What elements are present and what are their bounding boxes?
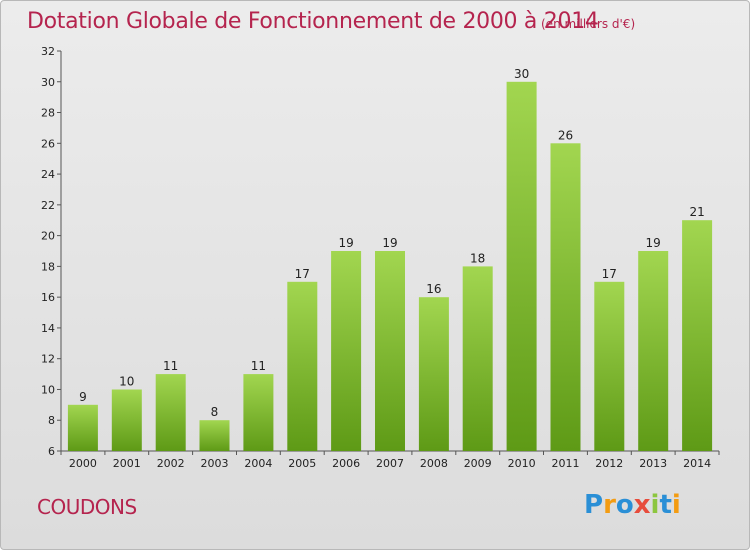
bar-2011 (550, 143, 581, 452)
logo-letter: i (671, 490, 681, 520)
bar-2014 (682, 220, 713, 451)
bar-2006 (331, 251, 362, 451)
logo-letter: o (615, 490, 634, 520)
bar-2002 (155, 374, 186, 451)
x-tick-label: 2011 (552, 457, 580, 470)
x-tick-label: 2014 (683, 457, 711, 470)
logo-letter: i (650, 490, 660, 520)
y-tick-label: 28 (41, 107, 55, 120)
data-label-2013: 19 (646, 236, 661, 250)
bar-2003 (199, 420, 230, 451)
logo-letter: t (659, 490, 672, 520)
x-tick-label: 2009 (464, 457, 492, 470)
x-tick-label: 2006 (332, 457, 360, 470)
data-label-2014: 21 (689, 205, 704, 219)
data-label-2009: 18 (470, 251, 485, 265)
y-tick-label: 8 (48, 414, 55, 427)
data-label-2005: 17 (295, 267, 310, 281)
axes: 6 8 10 12 14 16 18 20 22 24 26 28 30 32 (41, 45, 720, 458)
x-tick-label: 2010 (508, 457, 536, 470)
x-tick-label: 2001 (113, 457, 141, 470)
data-label-2006: 19 (338, 236, 353, 250)
y-tick-label: 32 (41, 45, 55, 58)
unit-note: (en milliers d'€) (541, 17, 636, 31)
x-tick-label: 2007 (376, 457, 404, 470)
data-label-2002: 11 (163, 359, 178, 373)
data-label-2010: 30 (514, 67, 529, 81)
bar-2001 (111, 389, 142, 451)
x-tick-label: 2008 (420, 457, 448, 470)
bar-2009 (462, 266, 493, 451)
data-label-2001: 10 (119, 375, 134, 389)
logo-letter: x (633, 490, 651, 520)
x-tick-label: 2004 (244, 457, 272, 470)
y-tick-label: 24 (41, 168, 55, 181)
y-tick-label: 6 (48, 445, 55, 458)
x-tick-label: 2000 (69, 457, 97, 470)
chart-title: Dotation Globale de Fonctionnement de 20… (27, 9, 599, 34)
bar-2012 (594, 281, 625, 451)
y-tick-label: 20 (41, 230, 55, 243)
bar-2007 (375, 251, 405, 451)
y-tick-label: 18 (41, 260, 55, 273)
bar-2010 (506, 81, 537, 452)
x-tick-label: 2003 (201, 457, 229, 470)
y-tick-label: 10 (41, 383, 55, 396)
bar-2005 (287, 281, 318, 451)
x-tick-label: 2002 (157, 457, 185, 470)
data-label-2008: 16 (426, 282, 441, 296)
y-tick-label: 26 (41, 137, 55, 150)
data-label-2012: 17 (602, 267, 617, 281)
bar-2000 (67, 404, 98, 451)
proxiti-logo: Proxiti (584, 490, 681, 520)
data-label-2007: 19 (382, 236, 397, 250)
bars (67, 81, 713, 452)
x-tick-label: 2013 (639, 457, 667, 470)
y-tick-label: 12 (41, 353, 55, 366)
logo-letter: P (584, 490, 604, 520)
y-tick-label: 16 (41, 291, 55, 304)
bar-2013 (638, 251, 669, 451)
commune-name: COUDONS (37, 495, 137, 519)
data-label-2011: 26 (558, 128, 573, 142)
x-tick-label: 2005 (288, 457, 316, 470)
data-label-2004: 11 (251, 359, 266, 373)
data-label-2003: 8 (211, 405, 219, 419)
y-tick-label: 14 (41, 322, 55, 335)
logo-letter: r (603, 490, 616, 520)
labels: 9 2000 10 2001 11 2002 8 2003 11 2004 17 2005 19 2006… (69, 67, 711, 470)
x-tick-label: 2012 (595, 457, 623, 470)
y-tick-label: 30 (41, 76, 55, 89)
data-label-2000: 9 (79, 390, 87, 404)
bar-2004 (243, 374, 274, 451)
y-tick-label: 22 (41, 199, 55, 212)
bar-2008 (418, 297, 449, 451)
